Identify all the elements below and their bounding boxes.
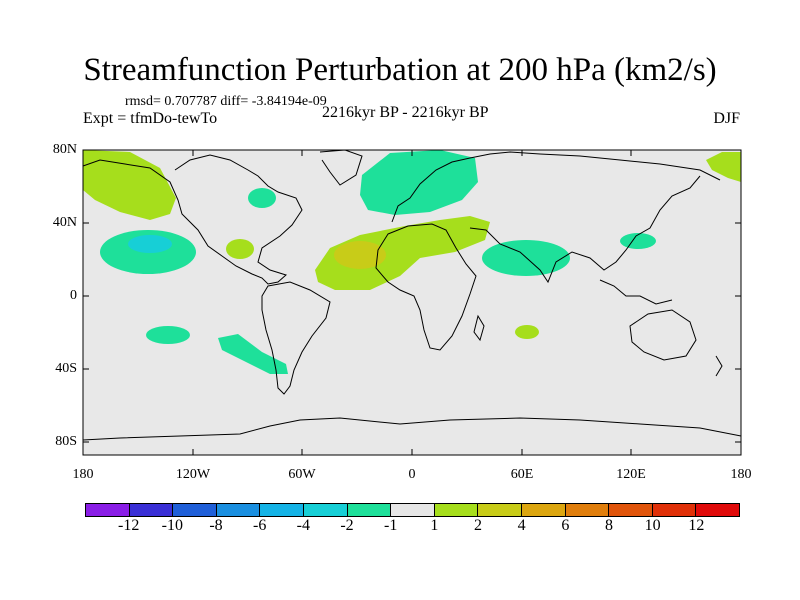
lon-label-120w: 120W [175,467,211,482]
tick-marks [83,149,741,455]
colorbar-swatch [172,503,216,517]
colorbar-label: 6 [561,517,570,534]
anomaly-negative-hudson [248,188,276,208]
lat-label-80n: 80N [52,142,77,157]
anomaly-negative-europe [360,150,478,215]
colorbar-label: -4 [296,517,310,534]
coast-europe [391,151,721,223]
colorbar [85,503,740,517]
colorbar-swatch [520,503,565,517]
colorbar-label: -1 [383,517,398,534]
season-label: DJF [713,110,740,127]
map-title: Streamfunction Perturbation at 200 hPa (… [83,52,717,88]
anomaly-positive-atlantic-core [334,241,386,269]
colorbar-swatch [695,503,740,517]
lat-label-40n: 40N [52,215,77,230]
anomaly-regions [83,150,741,374]
lon-label-180w: 180 [72,467,94,482]
anomaly-negative-pacific-core [128,235,172,253]
coastlines [82,149,742,441]
coast-africa [375,223,477,351]
period-label: 2216kyr BP - 2216kyr BP [322,104,489,121]
lat-label-40s: 40S [55,361,77,376]
colorbar-swatch [259,503,303,517]
coast-madagascar [473,314,485,342]
colorbar-label: -10 [161,517,183,534]
anomaly-negative-south-pacific [146,326,190,344]
coast-north-america [82,154,303,285]
lon-label-180e: 180 [730,467,752,482]
coast-asia [469,175,701,284]
colorbar-swatch [433,503,478,517]
anomaly-positive-south-indian [515,325,539,339]
colorbar-label: -2 [340,517,354,534]
colorbar-swatch [85,503,129,517]
lat-label-0: 0 [70,288,77,303]
colorbar-swatch [651,503,696,517]
coast-southeast-asia [599,279,673,305]
colorbar-swatch [215,503,260,517]
colorbar-swatch [564,503,609,517]
colorbar-label: 12 [688,517,705,534]
colorbar-label: 4 [517,517,526,534]
colorbar-swatch [346,503,391,517]
colorbar-label: 2 [474,517,482,534]
anomaly-positive-north-pacific-east [706,152,741,182]
coast-australia [629,309,697,361]
colorbar-swatch [302,503,347,517]
lon-label-120e: 120E [616,467,646,482]
colorbar-label: -6 [252,517,267,534]
stats-text: rmsd= 0.707787 diff= -3.84194e-09 [125,94,327,109]
coast-south-america [261,281,331,395]
lat-label-80s: 80S [55,434,77,449]
colorbar-label: 1 [430,517,439,534]
anomaly-positive-gulf [226,239,254,259]
experiment-label: Expt = tfmDo-tewTo [83,110,218,127]
anomaly-positive-atlantic [315,216,490,290]
lon-label-60w: 60W [288,467,316,482]
colorbar-label: 8 [605,517,613,534]
coast-new-zealand [715,355,723,377]
anomaly-positive-north-pacific [83,150,176,220]
colorbar-label: 10 [644,517,661,534]
coast-antarctica [82,417,742,441]
lon-label-60e: 60E [510,467,534,482]
colorbar-swatch [128,503,173,517]
colorbar-swatch [477,503,521,517]
colorbar-label: -12 [117,517,140,534]
colorbar-swatch [390,503,434,517]
colorbar-label: -8 [209,517,223,534]
anomaly-negative-southeast-pacific [218,334,288,374]
lon-label-0: 0 [408,467,416,482]
colorbar-swatch [608,503,652,517]
